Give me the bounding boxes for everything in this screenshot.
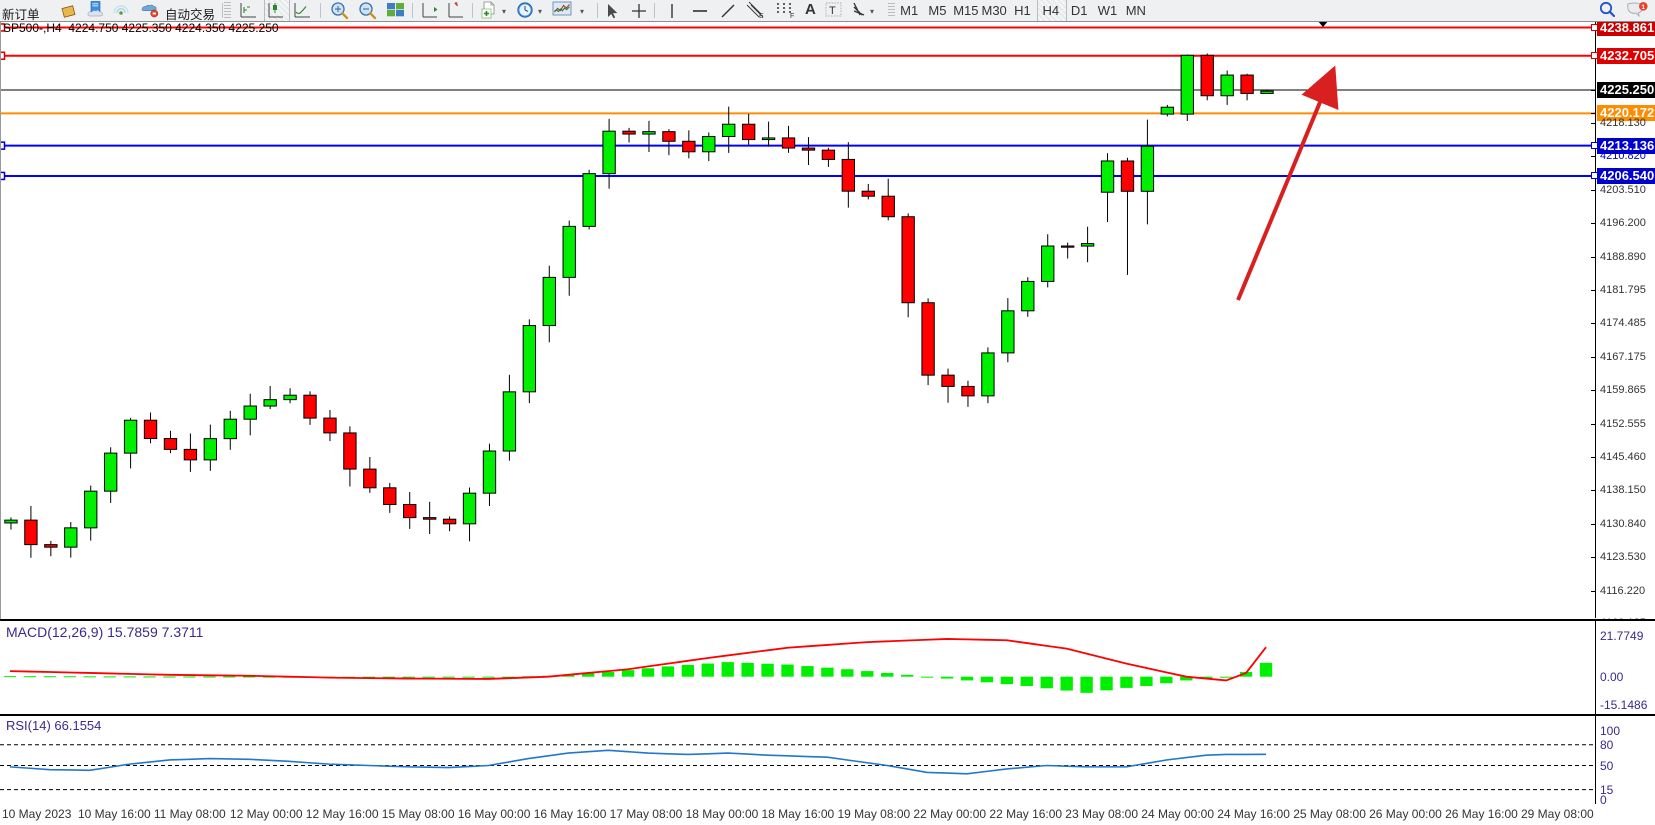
svg-text:T: T — [829, 5, 836, 17]
svg-text:1: 1 — [1641, 4, 1645, 11]
svg-text:MACD(12,26,9) 15.7859 7.3711: MACD(12,26,9) 15.7859 7.3711 — [6, 624, 204, 640]
svg-text:E: E — [759, 13, 764, 19]
svg-text:F: F — [790, 13, 794, 19]
svg-text:RSI(14) 66.1554: RSI(14) 66.1554 — [6, 718, 101, 733]
